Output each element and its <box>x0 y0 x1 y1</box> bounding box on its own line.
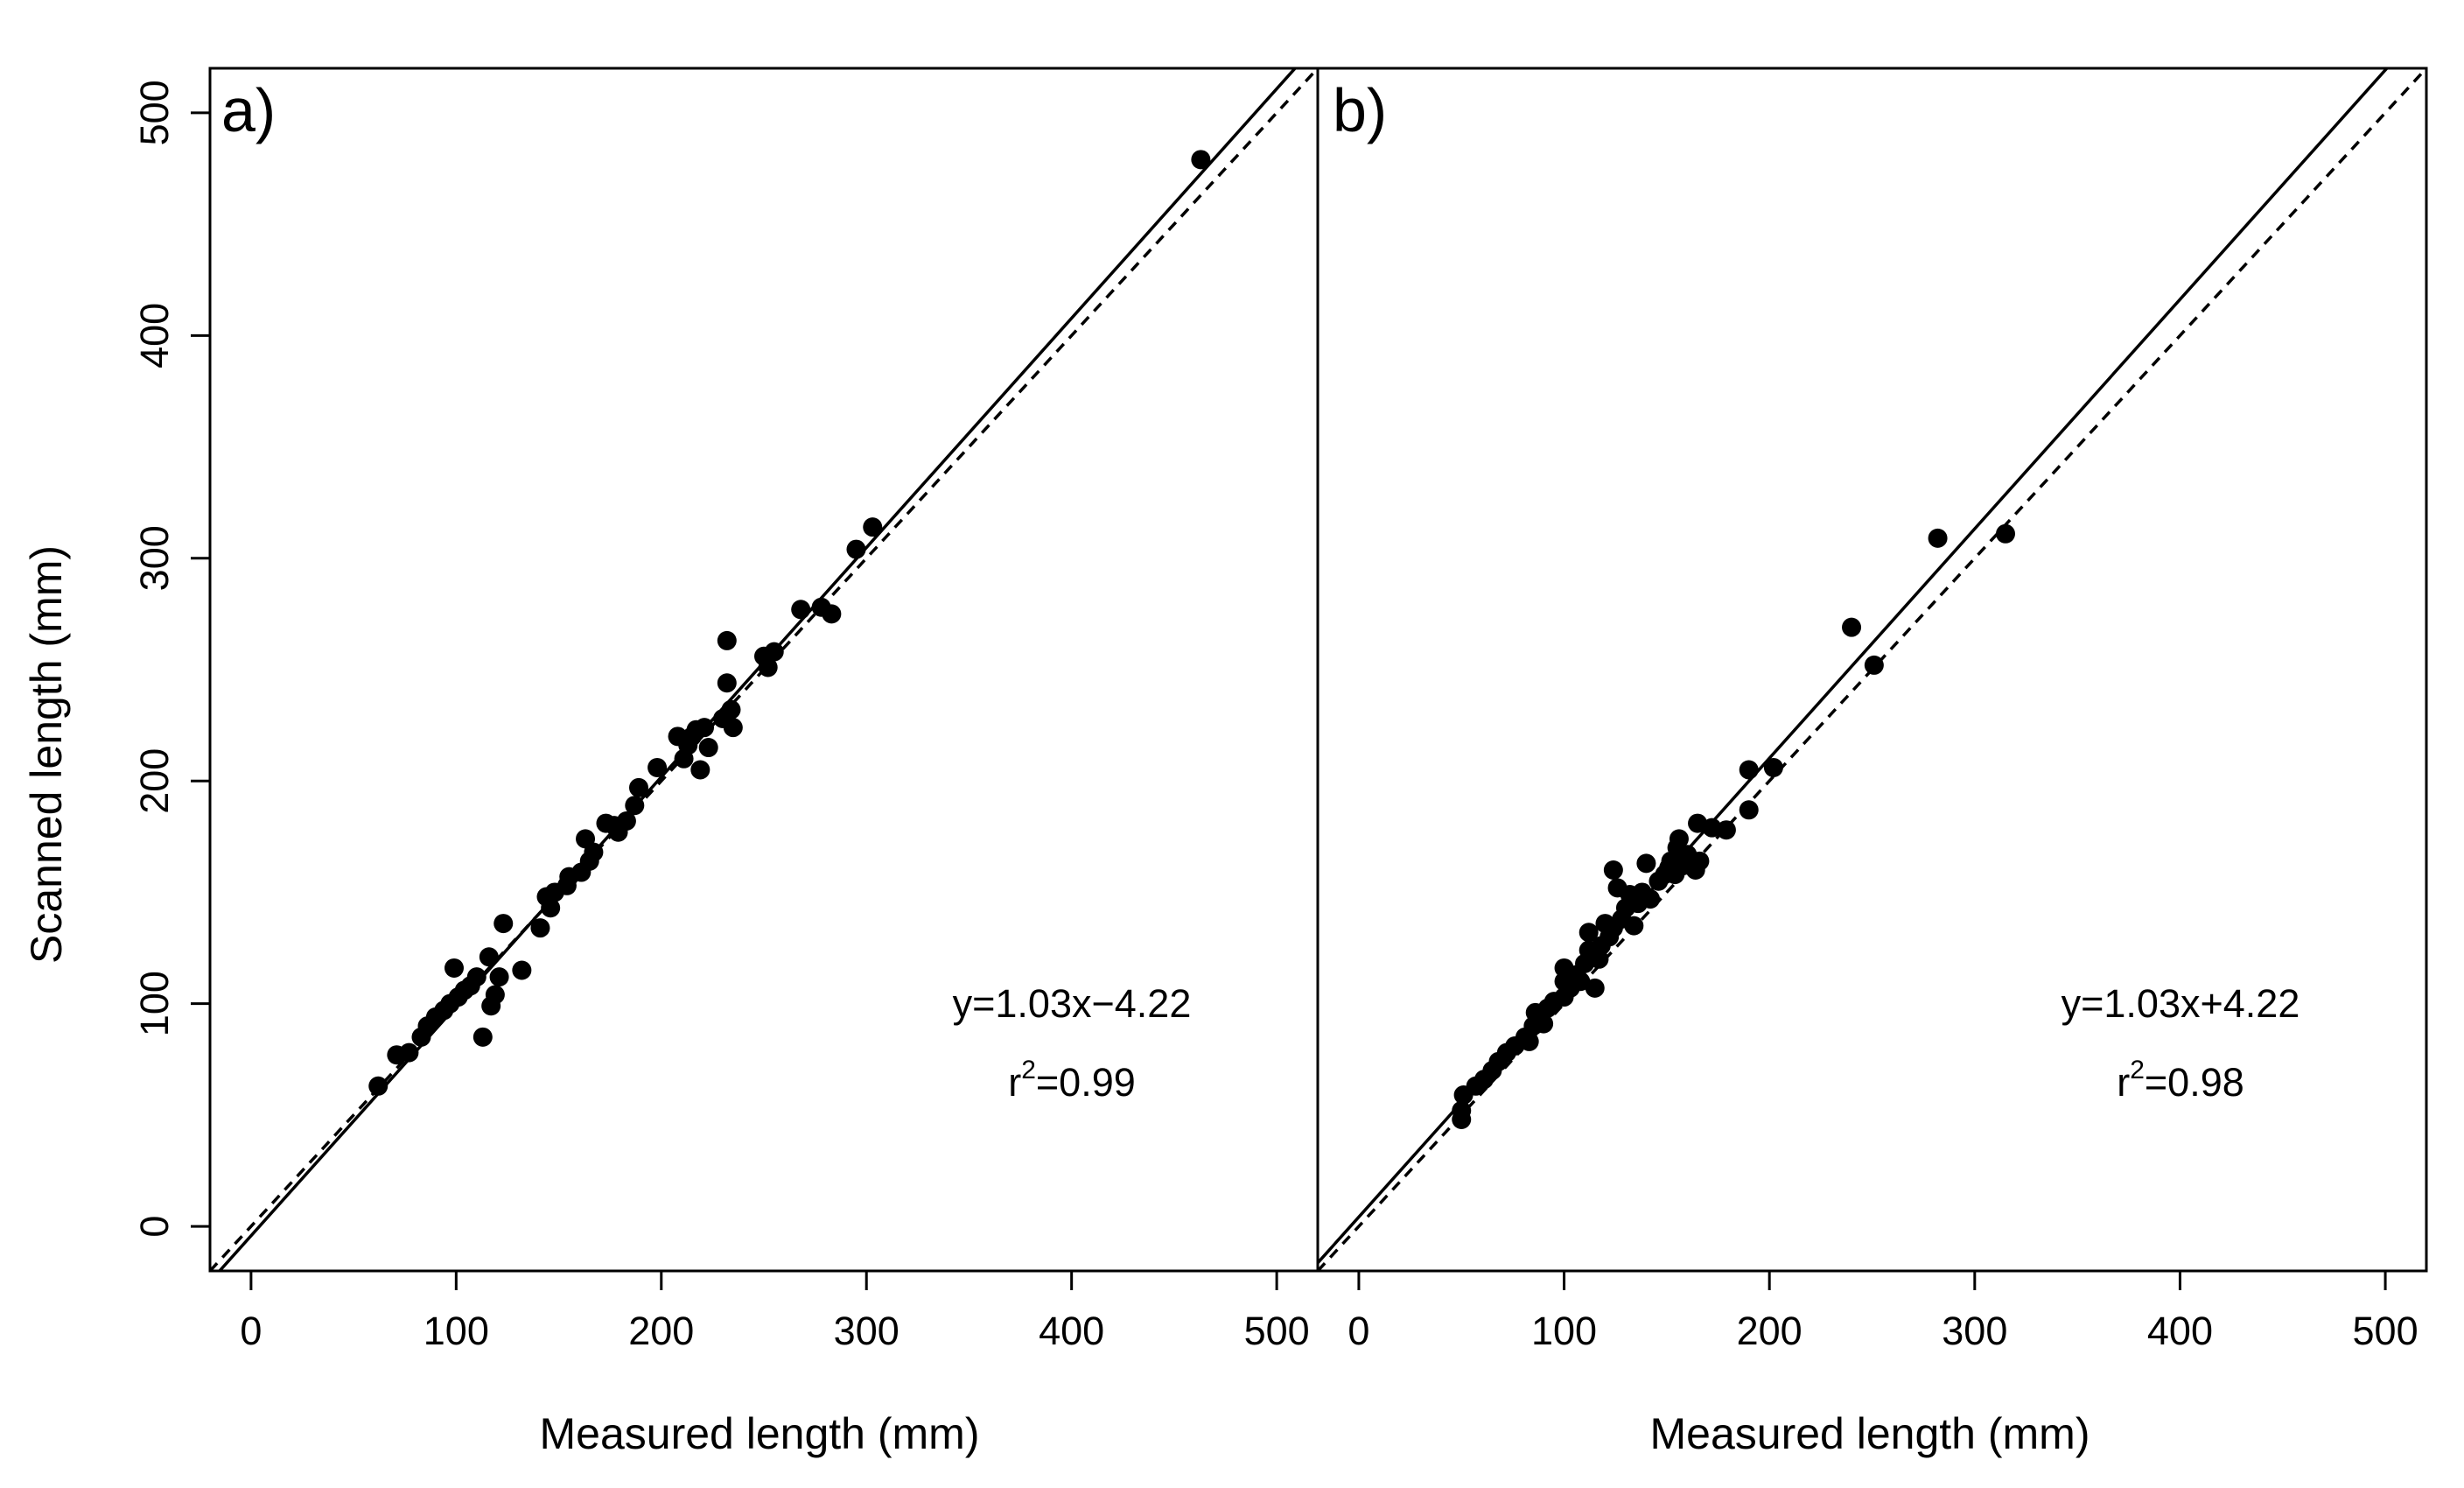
data-point <box>717 630 737 650</box>
data-point <box>1452 1100 1472 1120</box>
data-point <box>1571 972 1591 992</box>
x-tick-label: 400 <box>2147 1309 2213 1353</box>
data-point <box>1636 853 1656 874</box>
x-tick-label: 300 <box>834 1309 900 1353</box>
panel-b-x-axis: 0 100 200 300 400 500 <box>1348 1269 2418 1353</box>
panel-a-label: a) <box>221 76 276 144</box>
x-tick-label: 300 <box>1942 1309 2007 1353</box>
data-point <box>368 1076 388 1096</box>
panel-a-equation: y=1.03x−4.22 <box>953 981 1192 1026</box>
x-tick-label: 400 <box>1039 1309 1104 1353</box>
panel-a-r2-value: =0.99 <box>1036 1060 1136 1105</box>
data-point <box>1624 916 1644 936</box>
x-tick-label: 500 <box>1244 1309 1310 1353</box>
data-point <box>1996 523 2016 544</box>
y-tick-label: 200 <box>132 748 177 814</box>
data-point <box>1928 528 1948 548</box>
panel-b-r2-superscript: 2 <box>2130 1056 2145 1084</box>
data-point <box>1739 800 1759 820</box>
x-tick-label: 500 <box>2353 1309 2418 1353</box>
data-point <box>489 967 509 987</box>
data-point <box>466 967 486 987</box>
data-point <box>479 947 499 967</box>
data-point <box>494 914 514 934</box>
x-tick-label: 100 <box>424 1309 489 1353</box>
data-point <box>584 842 604 862</box>
data-point <box>1842 617 1862 637</box>
data-point <box>399 1042 419 1063</box>
data-point <box>628 777 648 797</box>
data-point <box>698 738 718 758</box>
data-point <box>723 718 743 738</box>
data-point <box>1864 655 1884 675</box>
data-point <box>1519 1031 1539 1051</box>
data-point <box>1603 860 1623 880</box>
data-point <box>1578 923 1599 943</box>
data-point <box>1534 1014 1554 1034</box>
data-point <box>1690 851 1710 871</box>
data-point <box>625 796 645 816</box>
data-point <box>690 760 710 780</box>
data-point <box>1669 829 1689 849</box>
panel-b-points <box>1452 523 2016 1129</box>
data-point <box>541 898 561 918</box>
panel-a-r2-superscript: 2 <box>1021 1056 1036 1084</box>
panel-a-r2-prefix: r <box>1008 1060 1021 1105</box>
data-point <box>721 699 741 719</box>
panel-a-plot-area <box>208 67 1320 1273</box>
y-axis-label: Scanned length (mm) <box>22 545 71 964</box>
data-point <box>472 1027 493 1047</box>
y-axis: 0 100 200 300 400 500 <box>132 80 212 1238</box>
data-point <box>863 517 883 537</box>
data-point <box>1585 978 1605 998</box>
data-point <box>1739 760 1759 780</box>
panel-a-points <box>368 150 1211 1096</box>
data-point <box>530 918 550 938</box>
y-tick-label: 0 <box>132 1216 177 1238</box>
data-point <box>764 642 784 662</box>
panel-b-label: b) <box>1333 76 1387 144</box>
data-point <box>717 673 737 693</box>
y-tick-label: 400 <box>132 303 177 368</box>
data-point <box>512 960 532 980</box>
data-point <box>822 604 842 624</box>
y-tick-label: 500 <box>132 80 177 145</box>
data-point <box>616 811 636 832</box>
data-point <box>485 985 505 1005</box>
data-point <box>758 657 778 677</box>
data-point <box>846 539 866 559</box>
data-point <box>648 757 668 777</box>
x-tick-label: 0 <box>1348 1309 1369 1353</box>
data-point <box>791 600 811 620</box>
panel-b: 0 100 200 300 400 500 b) y=1.03x+4.22 r2=0.98… <box>1316 67 2428 1458</box>
data-point <box>1716 820 1736 840</box>
data-point <box>695 718 715 738</box>
panel-a-x-axis: 0 100 200 300 400 500 <box>240 1269 1310 1353</box>
panel-a: 0 100 200 300 400 500 a) y=1.03x−4.22 r2=0.99… <box>208 67 1320 1458</box>
data-point <box>1702 818 1722 838</box>
panel-b-r2-prefix: r <box>2117 1060 2130 1105</box>
data-point <box>444 958 464 978</box>
data-point <box>1763 757 1783 777</box>
data-point <box>1191 150 1211 170</box>
x-tick-label: 200 <box>628 1309 694 1353</box>
x-tick-label: 0 <box>240 1309 262 1353</box>
panel-a-r-squared: r2=0.99 <box>1008 1056 1136 1105</box>
panel-b-equation: y=1.03x+4.22 <box>2062 981 2300 1026</box>
y-tick-label: 300 <box>132 525 177 591</box>
panel-b-r-squared: r2=0.98 <box>2117 1056 2244 1105</box>
x-tick-label: 200 <box>1737 1309 1802 1353</box>
y-tick-label: 100 <box>132 971 177 1036</box>
panel-b-x-axis-label: Measured length (mm) <box>1650 1409 2090 1458</box>
x-tick-label: 100 <box>1531 1309 1597 1353</box>
panel-a-x-axis-label: Measured length (mm) <box>540 1409 980 1458</box>
panel-b-r2-value: =0.98 <box>2145 1060 2244 1105</box>
data-point <box>1641 889 1661 909</box>
